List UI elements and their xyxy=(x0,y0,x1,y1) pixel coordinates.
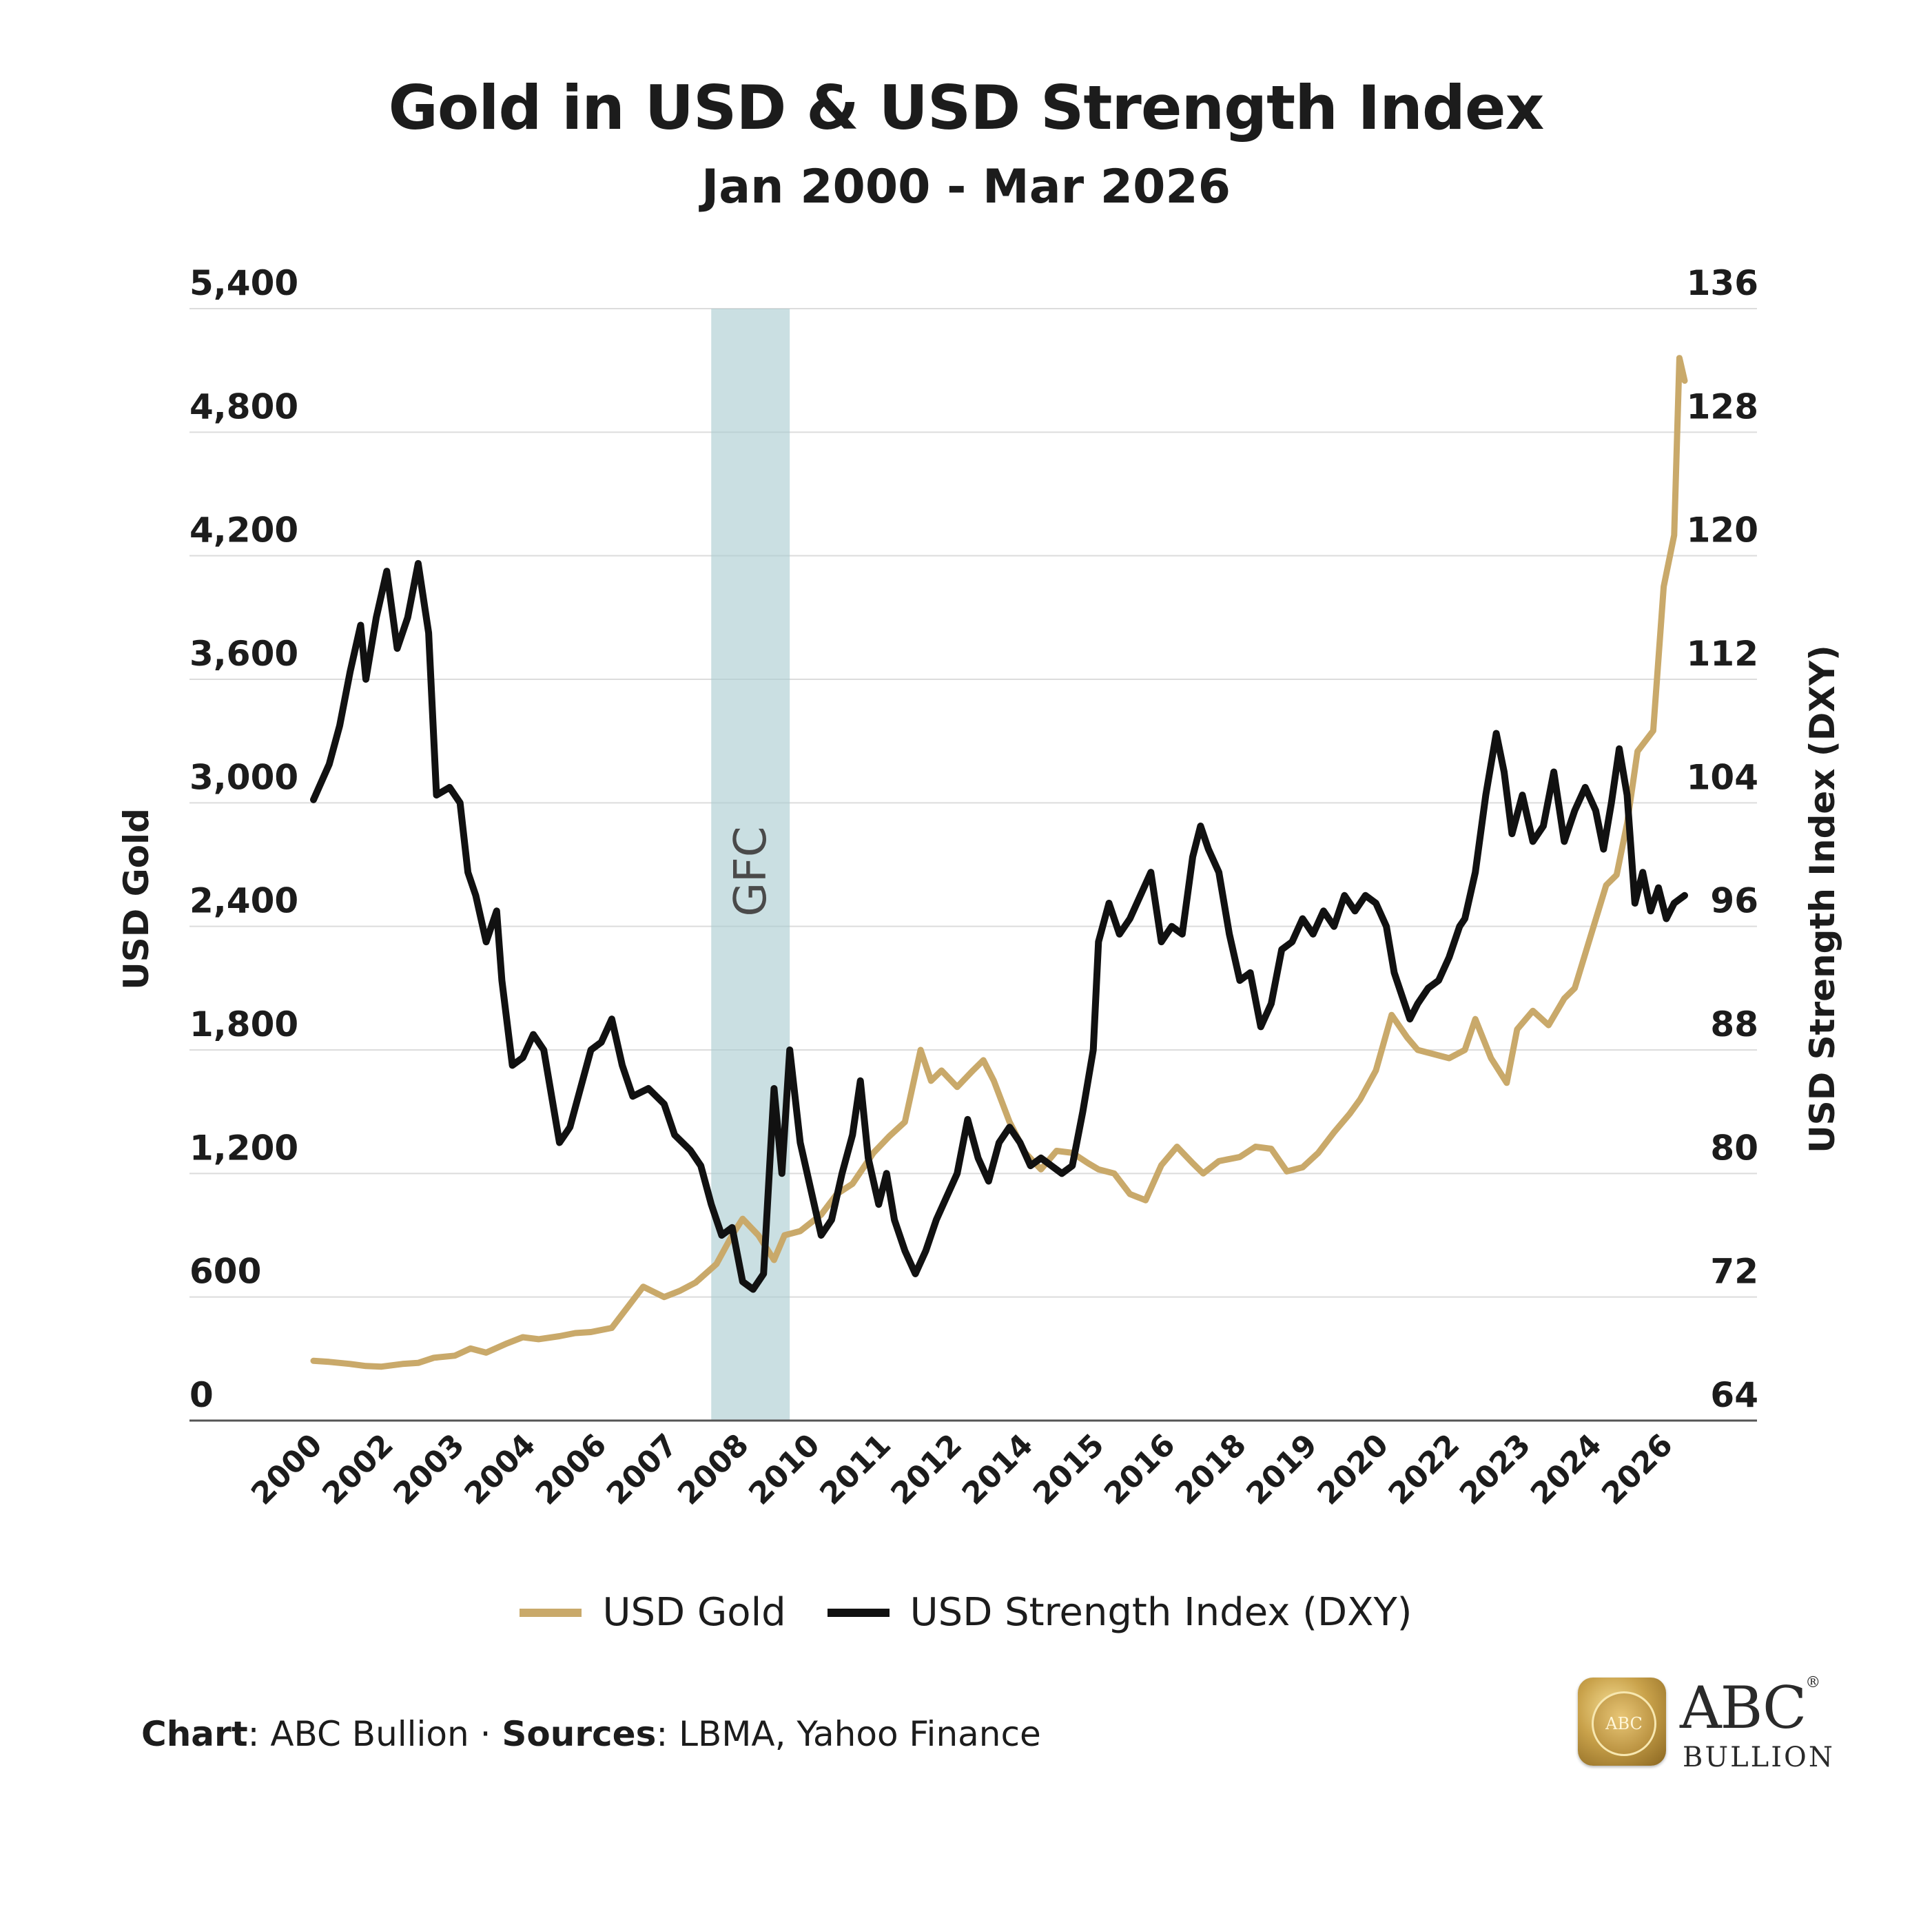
chart-title: Gold in USD & USD Strength Index xyxy=(388,72,1545,143)
legend-label-usd-gold: USD Gold xyxy=(602,1590,786,1635)
right-tick-label: 112 xyxy=(1687,634,1758,674)
logo-wordmark: ABC® xyxy=(1680,1674,1820,1742)
gfc-label: GFC xyxy=(726,826,777,916)
legend-label-dxy: USD Strength Index (DXY) xyxy=(910,1590,1412,1635)
left-tick-label: 5,400 xyxy=(189,263,298,303)
x-tick-label: 2000 xyxy=(245,1427,329,1512)
y-axis-label-right: USD Strength Index (DXY) xyxy=(1802,645,1842,1153)
x-tick-label: 2018 xyxy=(1169,1427,1253,1512)
left-tick-label: 3,000 xyxy=(189,757,298,797)
right-axis-ticks: 64 72 80 88 96 104 112 120 128 136 xyxy=(1687,263,1758,1415)
legend-swatch-dxy xyxy=(827,1608,890,1617)
x-axis-ticks: 2000200220032004200620072008201020112012… xyxy=(245,1427,1680,1512)
logo-badge-text: ABC xyxy=(1605,1714,1643,1733)
right-tick-label: 120 xyxy=(1687,510,1758,550)
logo-sub-text: BULLION xyxy=(1683,1742,1835,1773)
left-tick-label: 2,400 xyxy=(189,881,298,921)
right-tick-label: 72 xyxy=(1710,1252,1758,1292)
x-tick-label: 2008 xyxy=(671,1427,756,1512)
left-tick-label: 1,200 xyxy=(189,1128,298,1168)
footer-sources-label: Sources xyxy=(502,1714,657,1754)
right-tick-label: 80 xyxy=(1710,1128,1758,1168)
x-tick-label: 2004 xyxy=(458,1427,543,1512)
x-tick-label: 2015 xyxy=(1027,1427,1111,1512)
right-tick-label: 136 xyxy=(1687,263,1758,303)
chart-source-footer: Chart: ABC Bullion · Sources: LBMA, Yaho… xyxy=(141,1714,1041,1754)
x-tick-label: 2022 xyxy=(1382,1427,1467,1512)
right-tick-label: 96 xyxy=(1710,881,1758,921)
x-tick-label: 2023 xyxy=(1453,1427,1538,1512)
logo-registered-mark: ® xyxy=(1805,1674,1820,1691)
x-tick-label: 2006 xyxy=(529,1427,614,1512)
right-tick-label: 64 xyxy=(1710,1375,1758,1415)
legend-item-dxy: USD Strength Index (DXY) xyxy=(827,1590,1412,1635)
x-tick-label: 2024 xyxy=(1524,1427,1609,1512)
right-tick-label: 104 xyxy=(1687,757,1758,797)
x-tick-label: 2011 xyxy=(813,1427,898,1512)
left-tick-label: 4,200 xyxy=(189,510,298,550)
footer-chart-value: : ABC Bullion · xyxy=(247,1714,502,1754)
left-tick-label: 600 xyxy=(189,1252,261,1292)
logo-badge-icon: ABC xyxy=(1578,1678,1666,1766)
right-tick-label: 88 xyxy=(1710,1004,1758,1044)
left-tick-label: 3,600 xyxy=(189,634,298,674)
x-tick-label: 2007 xyxy=(600,1427,685,1512)
legend-item-usd-gold: USD Gold xyxy=(520,1590,786,1635)
x-tick-label: 2020 xyxy=(1311,1427,1395,1512)
series-line-dxy xyxy=(310,559,1688,1293)
left-axis-ticks: 0 600 1,200 1,800 2,400 3,000 3,600 4,200 4,800 5… xyxy=(189,263,298,1415)
x-tick-label: 2003 xyxy=(387,1427,471,1512)
x-tick-label: 2026 xyxy=(1595,1427,1680,1512)
chart-canvas: GFC 0 600 1,200 1,800 2,400 3,000 3,600 4,200 4,… xyxy=(116,263,1842,1512)
legend-swatch-usd-gold xyxy=(520,1608,582,1617)
series-layer xyxy=(310,355,1688,1370)
x-tick-label: 2012 xyxy=(885,1427,969,1512)
left-tick-label: 0 xyxy=(189,1375,214,1415)
y-axis-label-left: USD Gold xyxy=(116,808,156,990)
right-tick-label: 128 xyxy=(1687,386,1758,426)
x-tick-label: 2014 xyxy=(956,1427,1040,1512)
left-tick-label: 4,800 xyxy=(189,386,298,426)
abc-bullion-logo: ABC ABC® BULLION xyxy=(1578,1674,1835,1773)
legend: USD Gold USD Strength Index (DXY) xyxy=(0,1590,1932,1635)
x-tick-label: 2019 xyxy=(1240,1427,1324,1512)
logo-main-text: ABC xyxy=(1680,1674,1807,1742)
x-tick-label: 2016 xyxy=(1098,1427,1182,1512)
chart-subtitle: Jan 2000 - Mar 2026 xyxy=(701,160,1231,214)
x-tick-label: 2010 xyxy=(742,1427,827,1512)
x-tick-label: 2002 xyxy=(316,1427,400,1512)
logo-coin-icon: ABC xyxy=(1592,1691,1656,1756)
grid-lines xyxy=(189,308,1757,1298)
left-tick-label: 1,800 xyxy=(189,1004,298,1044)
footer-sources-value: : LBMA, Yahoo Finance xyxy=(656,1714,1041,1754)
footer-chart-label: Chart xyxy=(141,1714,248,1754)
